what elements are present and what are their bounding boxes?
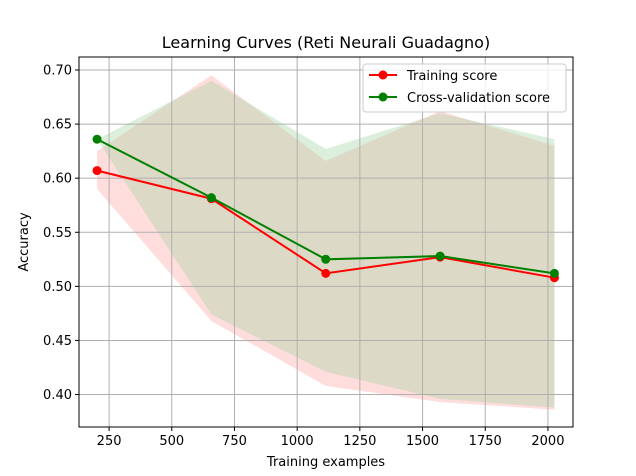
y-tick-label: 0.65 [43, 118, 72, 133]
y-tick-label: 0.70 [43, 63, 72, 78]
legend-swatch-marker [378, 70, 388, 80]
x-tick-label: 250 [97, 434, 122, 449]
data-point [549, 268, 559, 278]
x-tick-label: 1000 [281, 434, 314, 449]
grid-lines [79, 57, 573, 427]
x-tick-label: 500 [159, 434, 184, 449]
data-point [92, 134, 102, 144]
x-axis-title: Training examples [266, 455, 385, 470]
legend-label: Cross-validation score [407, 91, 550, 106]
x-tick-label: 750 [222, 434, 247, 449]
confidence-bands [97, 75, 555, 410]
legend-box [362, 63, 567, 113]
confidence-band-0 [97, 75, 555, 410]
data-point [321, 254, 331, 264]
legend: Training score Cross-validation score [362, 63, 567, 113]
data-point [206, 193, 216, 203]
y-tick-label: 0.45 [43, 334, 72, 349]
legend-swatch-marker [378, 92, 388, 102]
x-tick-label: 1250 [343, 434, 376, 449]
y-axis-title: Accuracy [17, 212, 32, 272]
y-tick-label: 0.60 [43, 172, 72, 187]
x-tick-label: 2000 [531, 434, 564, 449]
confidence-band-1 [97, 80, 555, 408]
y-tick-label: 0.40 [43, 388, 72, 403]
legend-label: Training score [406, 69, 497, 84]
plot-frame [78, 56, 574, 428]
axis-ticks: 250 500 750 1000 1250 1500 1750 2000 0.40 0.45 0.5… [43, 63, 564, 449]
data-point [92, 166, 102, 176]
series-lines [92, 134, 559, 283]
y-tick-label: 0.55 [43, 226, 72, 241]
x-tick-label: 1750 [469, 434, 502, 449]
chart-title: Learning Curves (Reti Neurali Guadagno) [162, 33, 490, 52]
data-point [435, 251, 445, 261]
x-tick-label: 1500 [406, 434, 439, 449]
data-point [321, 268, 331, 278]
y-tick-label: 0.50 [43, 280, 72, 295]
